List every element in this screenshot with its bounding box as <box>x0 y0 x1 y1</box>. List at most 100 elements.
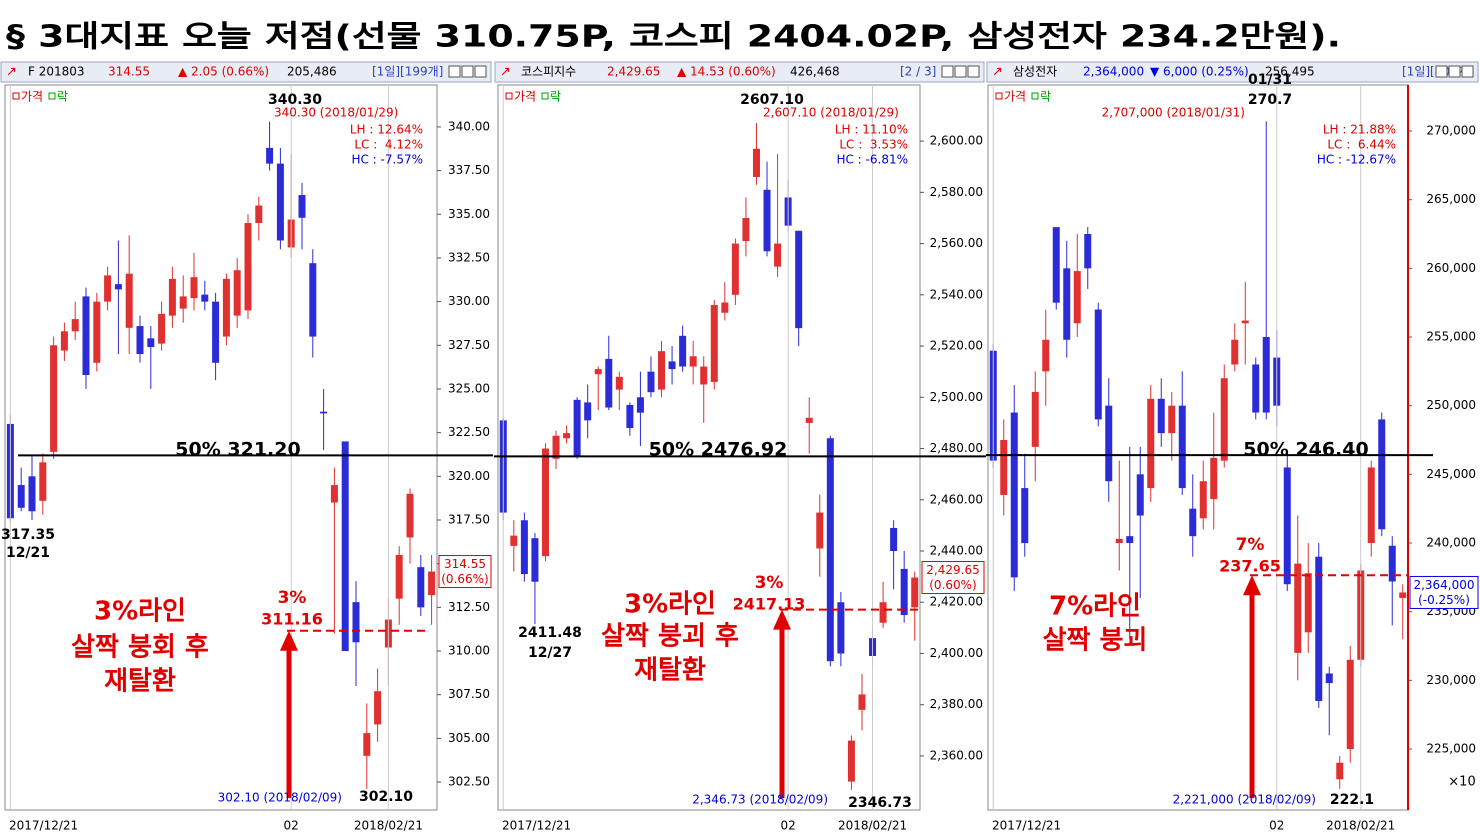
header-period: [1일][199개] <box>372 65 443 79</box>
candle-body <box>222 278 230 337</box>
annotation: 살짝 붕괴 후 <box>601 622 739 652</box>
y-tick-label: 317.50 <box>448 513 490 527</box>
annotation: 3%라인 <box>94 597 186 627</box>
y-tick-label: 240,000 <box>1426 536 1476 550</box>
candle-body <box>573 399 581 457</box>
annotation: 재탈환 <box>104 667 176 697</box>
annotation: LH : 21.88% <box>1323 123 1396 137</box>
y-tick-label: 2,460.00 <box>930 492 983 506</box>
candle-body <box>406 493 414 538</box>
window-button[interactable] <box>474 65 487 78</box>
window-button[interactable] <box>1461 65 1474 78</box>
candle-body <box>244 223 252 311</box>
annotation: HC : -7.57% <box>351 153 423 167</box>
header-period: [2 / 3] <box>900 65 936 79</box>
annotation: 340.30 (2018/01/29) <box>274 106 398 120</box>
candle-body <box>1304 573 1312 633</box>
y-tick-label: 330.00 <box>448 294 490 308</box>
candle-body <box>114 284 122 290</box>
header-change: ▲ 14.53 (0.60%) <box>677 65 776 79</box>
candle-body <box>179 296 187 309</box>
level-label: 237.65 <box>1219 557 1281 576</box>
y-tick-label: 312.50 <box>448 600 490 614</box>
annotation: LH : 11.10% <box>835 123 908 137</box>
candle-body <box>82 296 90 375</box>
candle-body <box>341 441 349 652</box>
plot-area <box>987 84 1409 811</box>
candle-body <box>320 411 328 414</box>
candle-body <box>626 404 634 429</box>
candle-body <box>190 277 198 299</box>
candle-body <box>125 273 133 328</box>
header-name: 삼성전자 <box>1013 65 1057 79</box>
header-name: 코스피지수 <box>521 65 576 79</box>
window-button[interactable] <box>967 65 980 78</box>
candle-body <box>795 230 803 329</box>
annotation: 2,346.73 (2018/02/09) <box>692 793 828 807</box>
plot-area <box>497 84 921 811</box>
annotation: 2607.10 <box>740 92 804 108</box>
candle-body <box>636 397 644 413</box>
candle-body <box>428 571 436 596</box>
candle-body <box>1367 467 1375 544</box>
annotation: 2,221,000 (2018/02/09) <box>1173 793 1316 807</box>
x-tick-label: 02 <box>780 819 795 833</box>
annotation: 01/31 <box>1248 72 1292 88</box>
candle-body <box>28 476 36 512</box>
candle-body <box>689 356 697 367</box>
arrow-head <box>773 609 791 630</box>
candle-body <box>395 554 403 599</box>
candle-body <box>17 485 25 508</box>
candle-body <box>363 733 371 756</box>
y-tick-label: 2,580.00 <box>930 185 983 199</box>
candle-body <box>879 602 887 623</box>
candle-body <box>1031 391 1039 447</box>
panel-header <box>0 61 492 83</box>
candle-body <box>39 462 47 501</box>
annotation: 3%라인 <box>624 590 716 620</box>
header-icon: ↗ <box>6 65 17 80</box>
annotation: HC : -12.67% <box>1317 153 1396 167</box>
candle-body <box>900 568 908 616</box>
candle-body <box>605 358 613 408</box>
candle-body <box>721 302 729 313</box>
candle-body <box>1168 405 1176 434</box>
candle-body <box>658 351 666 390</box>
candle-body <box>158 313 166 344</box>
y-tick-label: 2,480.00 <box>930 441 983 455</box>
candle-body <box>1378 419 1386 530</box>
window-button[interactable] <box>954 65 967 78</box>
window-button[interactable] <box>1448 65 1461 78</box>
candle-body <box>911 577 919 608</box>
candle-body <box>417 567 425 608</box>
candle-body <box>1189 508 1197 537</box>
annotation: 살짝 붕회 후 <box>71 633 209 663</box>
price-box-label: 314.55 <box>444 557 486 571</box>
annotation: 12/21 <box>6 545 50 561</box>
level-label: 50% 2476.92 <box>649 439 788 461</box>
x-tick-label: 2018/02/21 <box>354 819 423 833</box>
candle-body <box>890 527 898 551</box>
header-change: ▲ 2.05 (0.66%) <box>178 65 269 79</box>
level-label: 50% 246.40 <box>1243 439 1368 461</box>
candle-body <box>50 345 58 452</box>
legend-marker <box>995 92 1003 100</box>
candle-body <box>563 433 571 439</box>
window-button[interactable] <box>1435 65 1448 78</box>
candle-body <box>71 319 79 332</box>
candle-body <box>826 438 834 662</box>
legend-label: 가격 <box>514 90 536 104</box>
window-button[interactable] <box>461 65 474 78</box>
candle-body <box>710 305 718 382</box>
y-tick-label: 307.50 <box>448 687 490 701</box>
window-button[interactable] <box>941 65 954 78</box>
candle-body <box>374 691 382 725</box>
legend-marker <box>48 92 56 100</box>
y-tick-label: 332.50 <box>448 250 490 264</box>
panel-header <box>986 61 1479 83</box>
candle-body <box>1294 563 1302 653</box>
candle-body <box>1325 673 1333 684</box>
candle-body <box>1094 309 1102 420</box>
window-button[interactable] <box>448 65 461 78</box>
arrow-head <box>280 630 298 651</box>
